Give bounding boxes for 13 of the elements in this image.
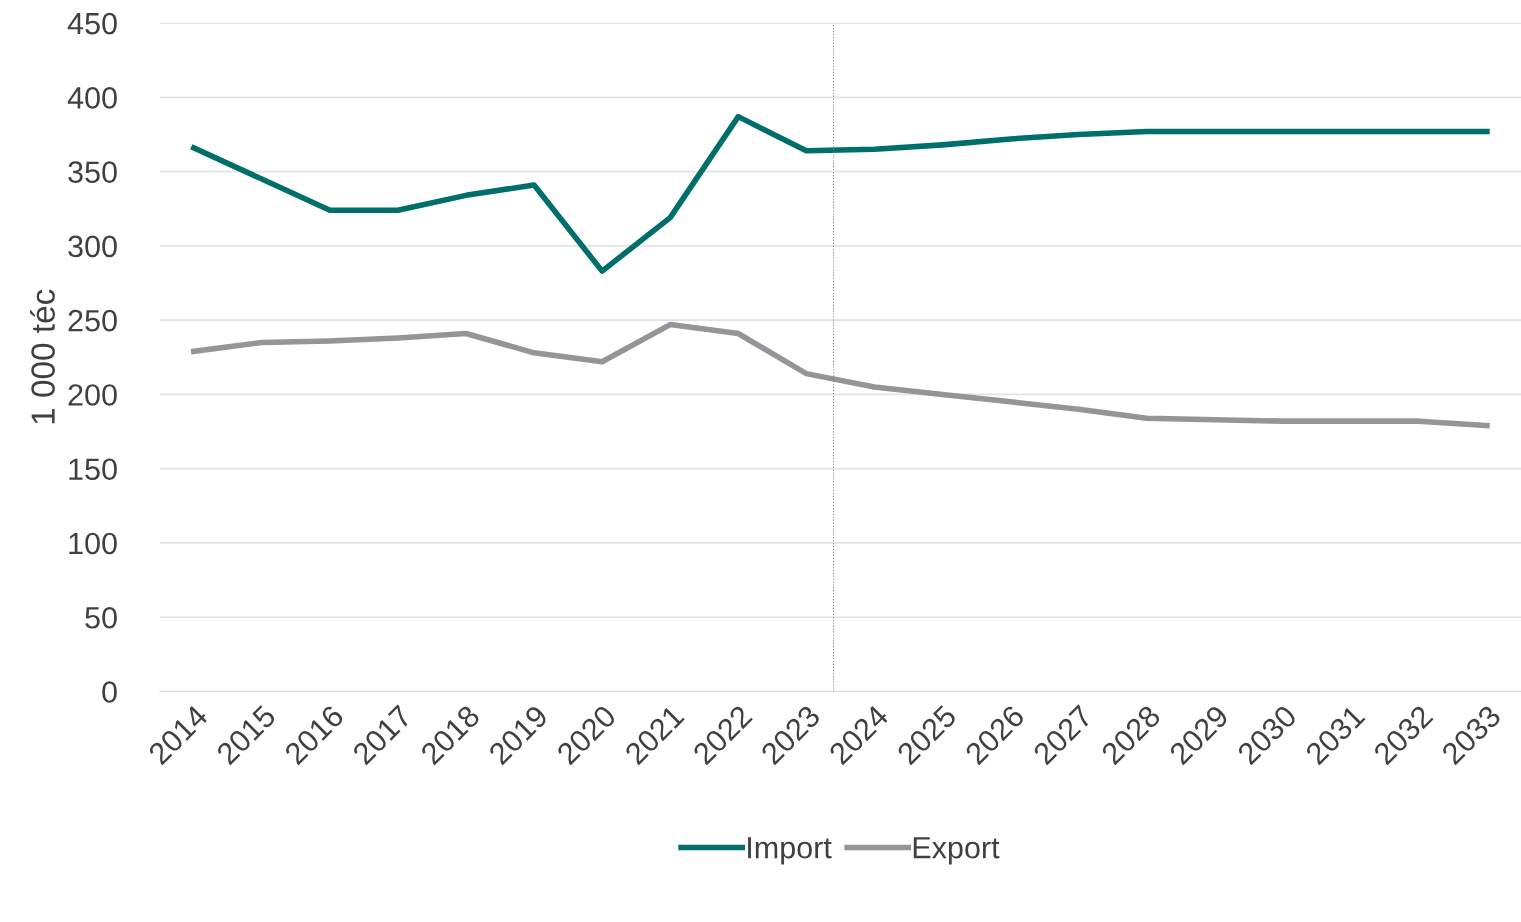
legend-label: Export xyxy=(913,837,1000,865)
y-tick-label: 350 xyxy=(68,161,117,183)
y-tick-label: 100 xyxy=(69,532,117,555)
legend-label: Import xyxy=(748,837,832,865)
y-tick-label: 50 xyxy=(85,606,117,629)
y-tick-label: 250 xyxy=(68,309,117,332)
y-tick-label: 150 xyxy=(69,458,117,481)
y-tick-label: 300 xyxy=(68,235,117,258)
y-axis-title: 1 000 téc xyxy=(30,289,55,424)
y-tick-label: 0 xyxy=(102,681,117,703)
y-tick-label: 450 xyxy=(67,12,117,35)
y-tick-label: 400 xyxy=(67,87,117,109)
y-tick-label: 200 xyxy=(68,384,117,406)
